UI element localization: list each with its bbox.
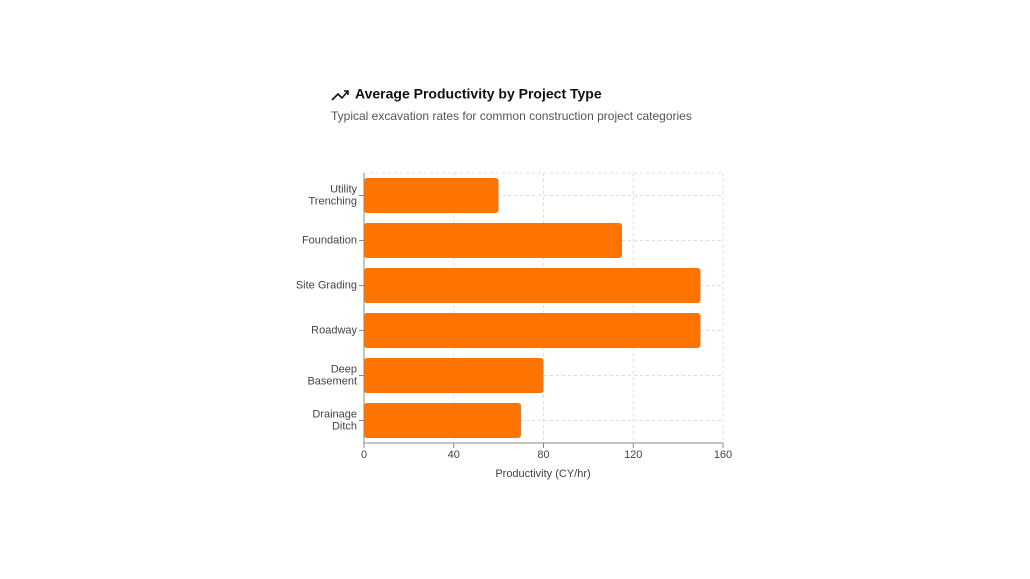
chart-title: Average Productivity by Project Type bbox=[355, 86, 602, 102]
x-axis-label: Productivity (CY/hr) bbox=[495, 468, 590, 480]
x-tick-label: 80 bbox=[537, 449, 549, 461]
x-tick-label: 0 bbox=[361, 449, 367, 461]
bar bbox=[364, 312, 701, 349]
x-tick-label: 40 bbox=[448, 449, 460, 461]
bar bbox=[364, 402, 522, 439]
bar bbox=[364, 222, 623, 259]
y-tick-label: Drainage Ditch bbox=[312, 408, 357, 432]
y-tick-label: Utility Trenching bbox=[308, 183, 357, 207]
chart-subtitle: Typical excavation rates for common cons… bbox=[331, 109, 692, 123]
y-tick-label: Deep Basement bbox=[307, 363, 357, 387]
y-tick-label: Site Grading bbox=[296, 279, 357, 291]
x-tick-label: 120 bbox=[624, 449, 642, 461]
trend-icon bbox=[331, 90, 349, 101]
bar bbox=[364, 177, 499, 214]
bar bbox=[364, 267, 701, 304]
x-tick-label: 160 bbox=[714, 449, 732, 461]
y-tick-label: Foundation bbox=[302, 234, 357, 246]
bar bbox=[364, 357, 544, 394]
y-tick-label: Roadway bbox=[311, 324, 357, 336]
